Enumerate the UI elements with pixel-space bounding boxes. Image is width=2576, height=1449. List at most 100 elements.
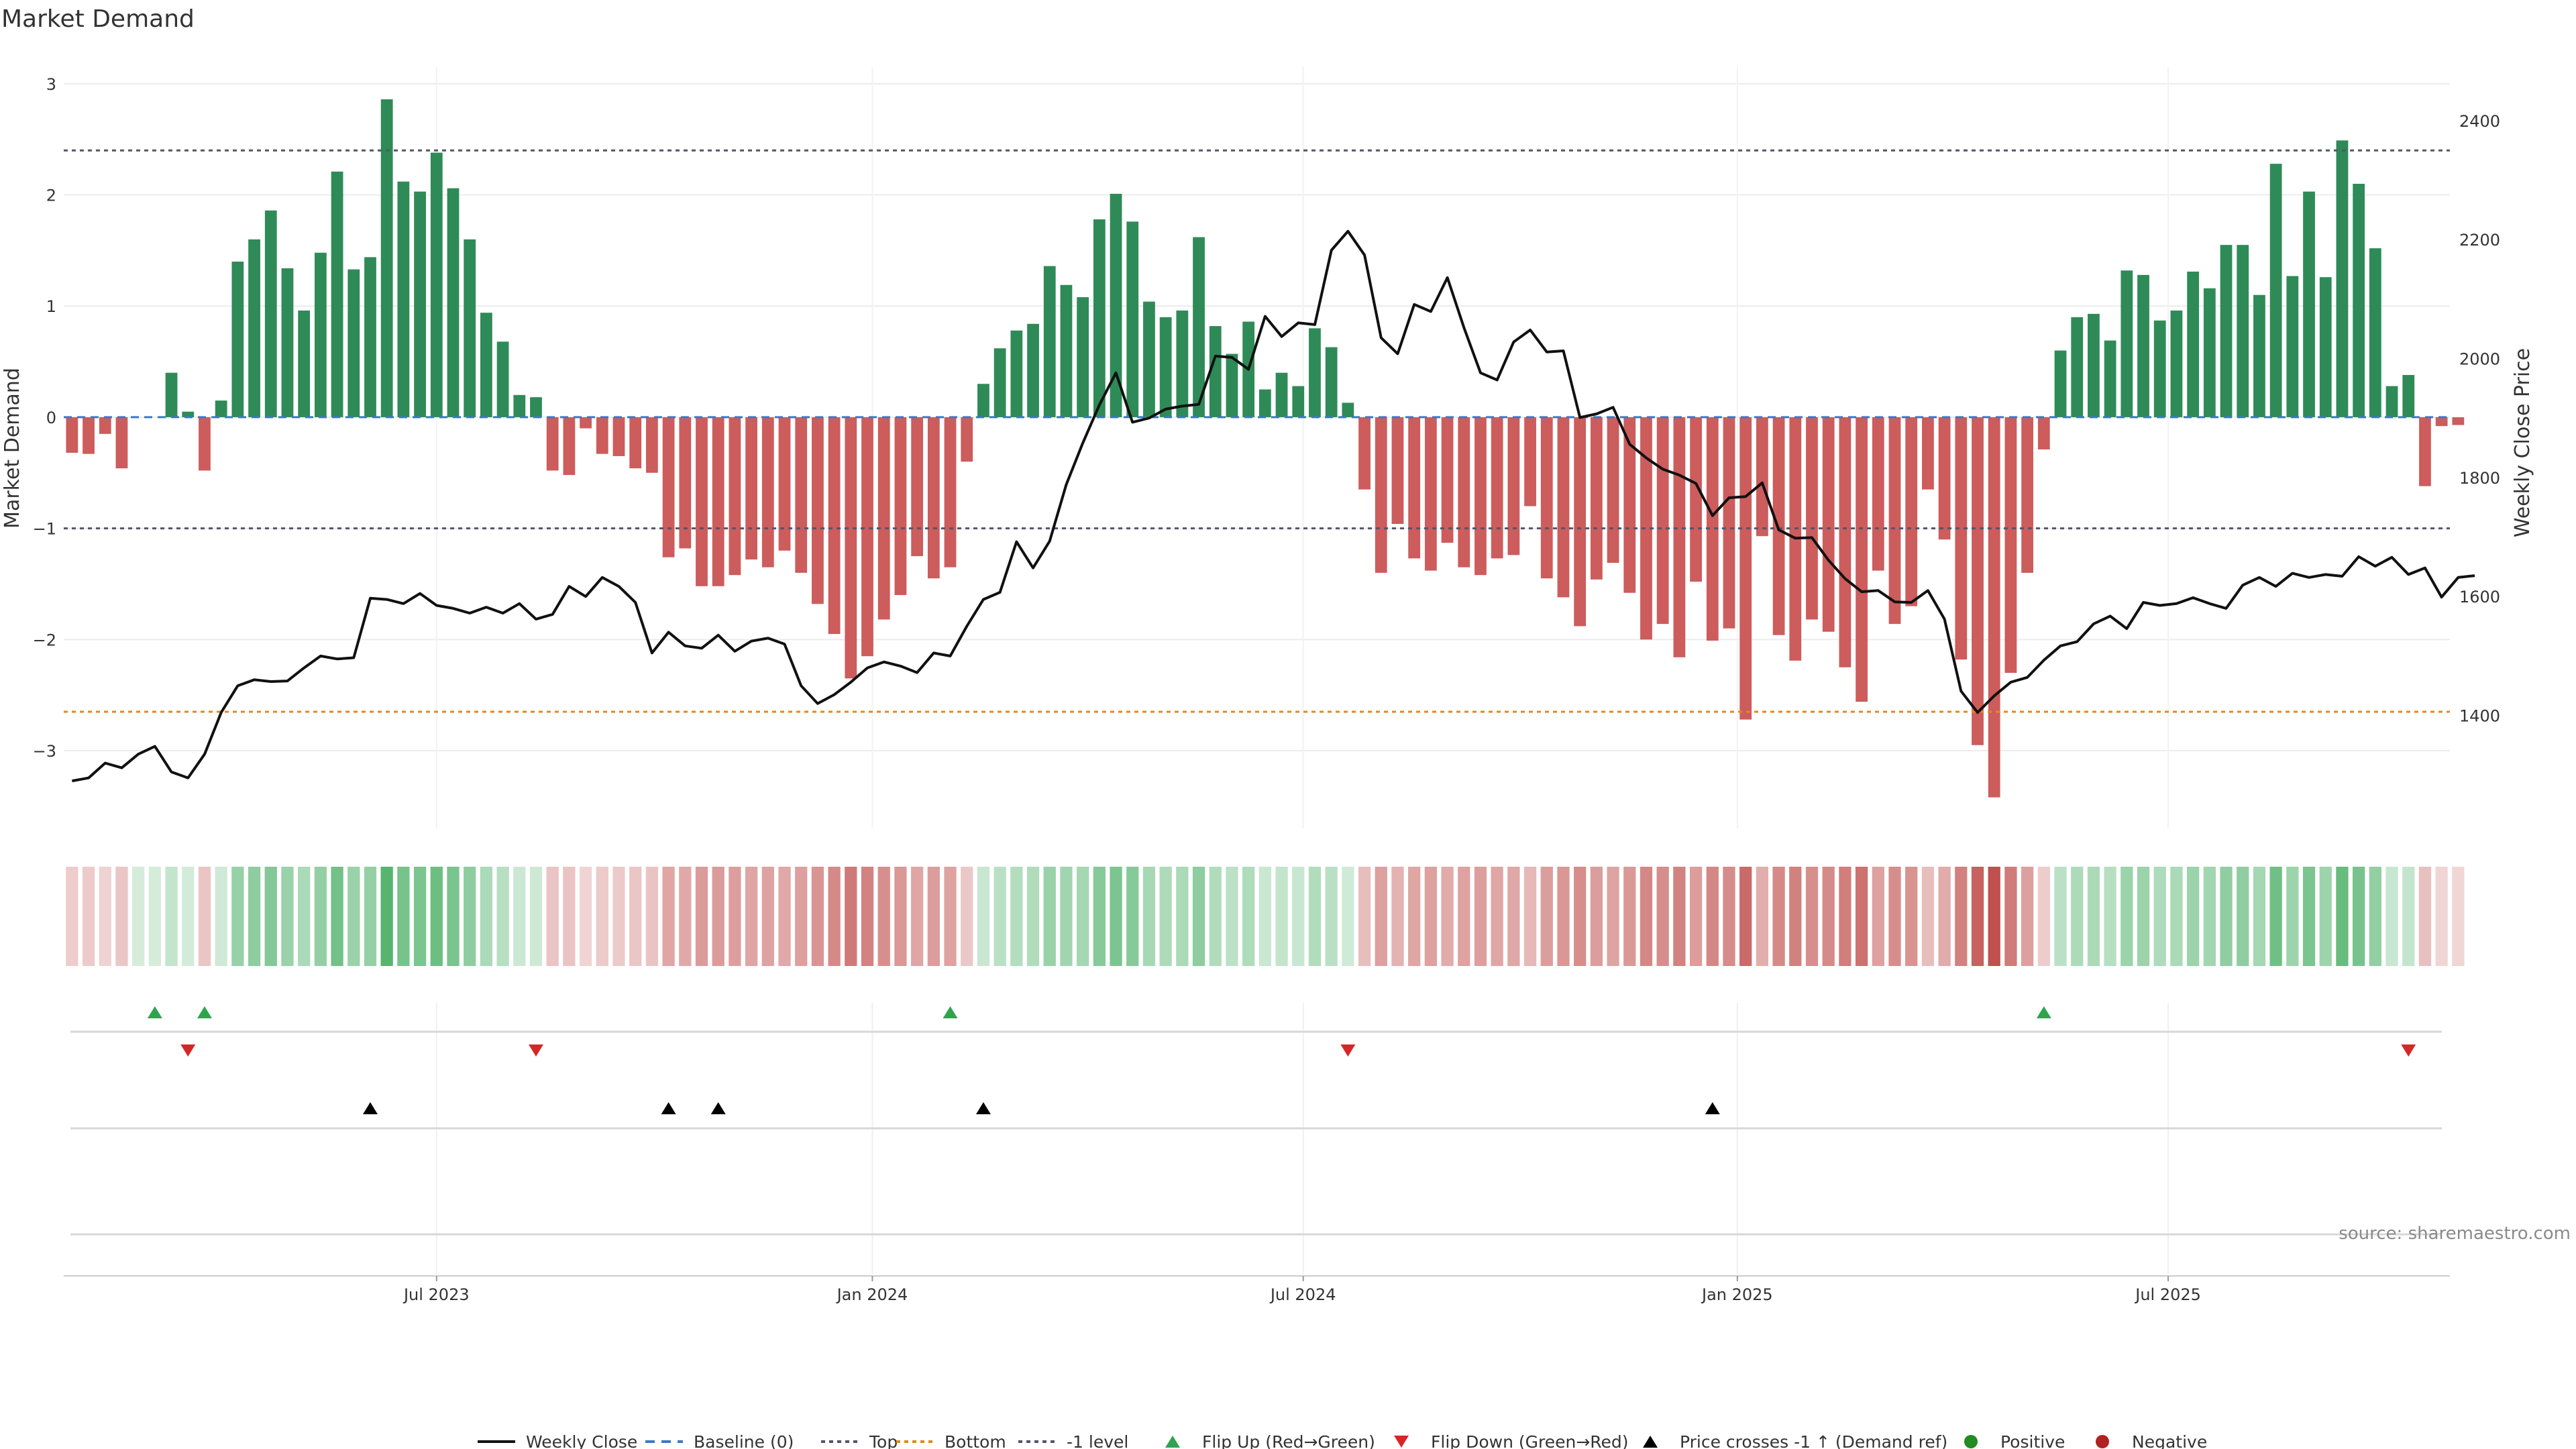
heat-cell	[2203, 867, 2216, 966]
heat-cell	[546, 867, 559, 966]
demand-bar-positive	[2071, 317, 2084, 417]
heat-cell	[1325, 867, 1338, 966]
demand-bar-negative	[580, 417, 592, 429]
demand-bar-negative	[861, 417, 873, 657]
heat-cell	[1905, 867, 1918, 966]
heat-cell	[1375, 867, 1387, 966]
demand-bar-negative	[1839, 417, 1851, 667]
heat-cell	[944, 867, 957, 966]
heat-cell	[1458, 867, 1470, 966]
demand-bar-negative	[596, 417, 608, 454]
demand-bar-positive	[1043, 266, 1056, 417]
heat-cell	[298, 867, 311, 966]
demand-bar-positive	[380, 99, 393, 417]
demand-bar-negative	[795, 417, 808, 573]
demand-bar-negative	[1656, 417, 1669, 625]
demand-bar-negative	[1540, 417, 1553, 579]
heat-cell	[2237, 867, 2249, 966]
demand-bar-negative	[877, 417, 890, 620]
chart-title: Market Demand	[1, 5, 195, 33]
demand-bar-negative	[1441, 417, 1454, 543]
demand-bar-positive	[513, 394, 526, 417]
demand-bar-positive	[1258, 389, 1271, 417]
heat-cell	[380, 867, 393, 966]
demand-bar-negative	[2435, 417, 2448, 427]
heat-cell	[1789, 867, 1802, 966]
demand-bar-negative	[1574, 417, 1587, 627]
demand-bar-negative	[629, 417, 642, 469]
heat-cell	[314, 867, 327, 966]
demand-bar-positive	[1176, 310, 1189, 417]
heat-cell	[2054, 867, 2067, 966]
demand-bar-positive	[364, 257, 376, 417]
heat-cell	[132, 867, 145, 966]
heat-cell	[1275, 867, 1288, 966]
demand-bar-positive	[397, 181, 410, 417]
demand-bar-negative	[2004, 417, 2017, 674]
heat-cell	[1408, 867, 1421, 966]
demand-bar-negative	[1408, 417, 1421, 559]
heat-cell	[1010, 867, 1023, 966]
x-tick-label: Jul 2024	[1269, 1285, 1336, 1304]
heat-cell	[1292, 867, 1305, 966]
demand-bar-negative	[712, 417, 724, 586]
demand-bar-negative	[696, 417, 708, 586]
price-cross-marker	[661, 1102, 676, 1114]
x-tick-label: Jan 2025	[1701, 1285, 1773, 1304]
demand-bar-negative	[1623, 417, 1636, 593]
demand-bar-negative	[1358, 417, 1371, 490]
heat-cell	[2071, 867, 2084, 966]
demand-bar-positive	[298, 310, 311, 417]
demand-bar-negative	[894, 417, 907, 596]
heat-cell	[1474, 867, 1487, 966]
demand-bar-negative	[828, 417, 841, 635]
heat-cell	[579, 867, 592, 966]
demand-bar-positive	[530, 397, 542, 417]
demand-bar-positive	[1226, 354, 1238, 417]
heat-cell	[464, 867, 476, 966]
heat-cell	[2087, 867, 2100, 966]
heat-cell	[1176, 867, 1189, 966]
demand-bar-negative	[1375, 417, 1387, 573]
demand-bar-positive	[231, 261, 244, 417]
heat-cell	[2004, 867, 2017, 966]
heat-cell	[1507, 867, 1520, 966]
heat-cell	[1523, 867, 1537, 966]
heat-cell	[1342, 867, 1354, 966]
heat-cell	[447, 867, 460, 966]
heat-cell	[248, 867, 261, 966]
heat-cell	[1159, 867, 1172, 966]
demand-bar-negative	[2419, 417, 2431, 486]
flip-up-marker	[2036, 1006, 2051, 1018]
demand-bar-negative	[1872, 417, 1884, 571]
heat-cell	[331, 867, 343, 966]
heat-cell	[165, 867, 178, 966]
x-tick-label: Jul 2025	[2134, 1285, 2201, 1304]
legend-label: Top	[869, 1432, 898, 1449]
heat-cell	[281, 867, 294, 966]
demand-bar-positive	[2088, 313, 2100, 417]
demand-bar-negative	[1690, 417, 1702, 582]
heat-cell	[1491, 867, 1503, 966]
heat-cell	[1822, 867, 1835, 966]
signal-markers	[70, 1006, 2442, 1236]
heat-cell	[1689, 867, 1703, 966]
heat-cell	[712, 867, 724, 966]
heat-cell	[99, 867, 111, 966]
weekly-close-line	[72, 229, 2475, 783]
demand-bar-negative	[1491, 417, 1503, 559]
demand-bar-positive	[1110, 193, 1122, 417]
heat-cell	[1921, 867, 1935, 966]
demand-bar-positive	[347, 269, 360, 417]
heat-cell	[894, 867, 907, 966]
demand-bar-negative	[1905, 417, 1918, 606]
legend-label: Baseline (0)	[694, 1432, 794, 1449]
heat-cell	[1242, 867, 1255, 966]
demand-bar-negative	[1856, 417, 1868, 702]
heat-cell	[1656, 867, 1669, 966]
demand-bar-positive	[1193, 237, 1205, 417]
demand-bar-positive	[994, 348, 1006, 417]
demand-bar-negative	[845, 417, 857, 679]
heat-cell	[2220, 867, 2233, 966]
demand-bar-positive	[2253, 294, 2265, 417]
